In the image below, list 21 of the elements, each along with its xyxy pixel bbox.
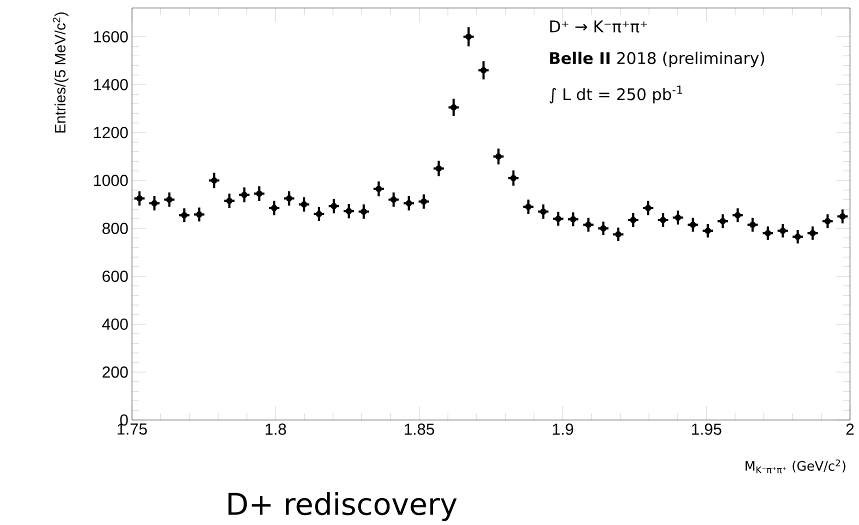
y-tick-label: 400 [102,318,128,330]
x-tick-label: 2 [846,424,854,435]
y-tick-label: 1200 [94,126,128,138]
y-tick-label: 200 [102,366,128,378]
x-tick-label: 1.75 [118,424,147,435]
y-tick-label: 800 [102,222,128,234]
x-tick-label: 1.85 [404,424,434,435]
y-tick-label: 1000 [94,174,128,186]
text: D+ rediscovery [228,492,457,522]
annotation: D⁺ → K⁻π⁺π⁺ [550,20,648,33]
y-axis-title: Entries/(5 MeV/c$^{2}$) [52,12,68,133]
x-tick-label: 1.8 [266,424,286,435]
y-tick-label: 0 [120,414,128,426]
annotation: ∫ L dt = 250 pb$^{-1}$ [550,86,682,104]
y-tick-label: 1400 [94,78,128,90]
x-tick-label: 1.9 [552,424,574,435]
x-axis-title: M$_{K⁻π⁺π⁺}$ (GeV/c$^{2}$) [746,460,846,474]
annotation: Belle II 2018 (preliminary) [550,52,764,68]
y-tick-label: 600 [102,270,128,282]
x-tick-label: 1.95 [692,424,722,435]
y-tick-label: 1600 [94,31,128,42]
